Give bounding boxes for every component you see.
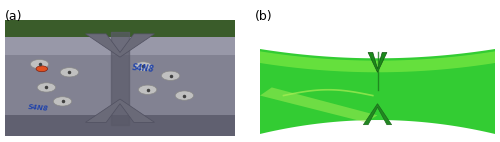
Text: S4N8: S4N8: [28, 104, 49, 112]
Circle shape: [134, 62, 152, 71]
Polygon shape: [5, 20, 235, 41]
Polygon shape: [364, 104, 392, 125]
Circle shape: [60, 68, 78, 77]
Circle shape: [36, 66, 48, 72]
Circle shape: [162, 71, 180, 80]
Circle shape: [37, 83, 56, 92]
Polygon shape: [5, 37, 235, 55]
Circle shape: [30, 59, 48, 69]
Polygon shape: [260, 49, 495, 134]
Text: (b): (b): [255, 10, 272, 23]
Polygon shape: [86, 99, 154, 122]
Polygon shape: [368, 53, 387, 72]
Circle shape: [175, 91, 194, 100]
Polygon shape: [260, 20, 495, 53]
Polygon shape: [260, 51, 495, 72]
Circle shape: [54, 97, 72, 106]
Polygon shape: [5, 37, 235, 136]
Polygon shape: [260, 87, 378, 122]
Text: (a): (a): [5, 10, 22, 23]
Circle shape: [138, 85, 157, 94]
Text: S4N8: S4N8: [132, 63, 154, 74]
Polygon shape: [86, 34, 154, 57]
Polygon shape: [5, 115, 235, 136]
